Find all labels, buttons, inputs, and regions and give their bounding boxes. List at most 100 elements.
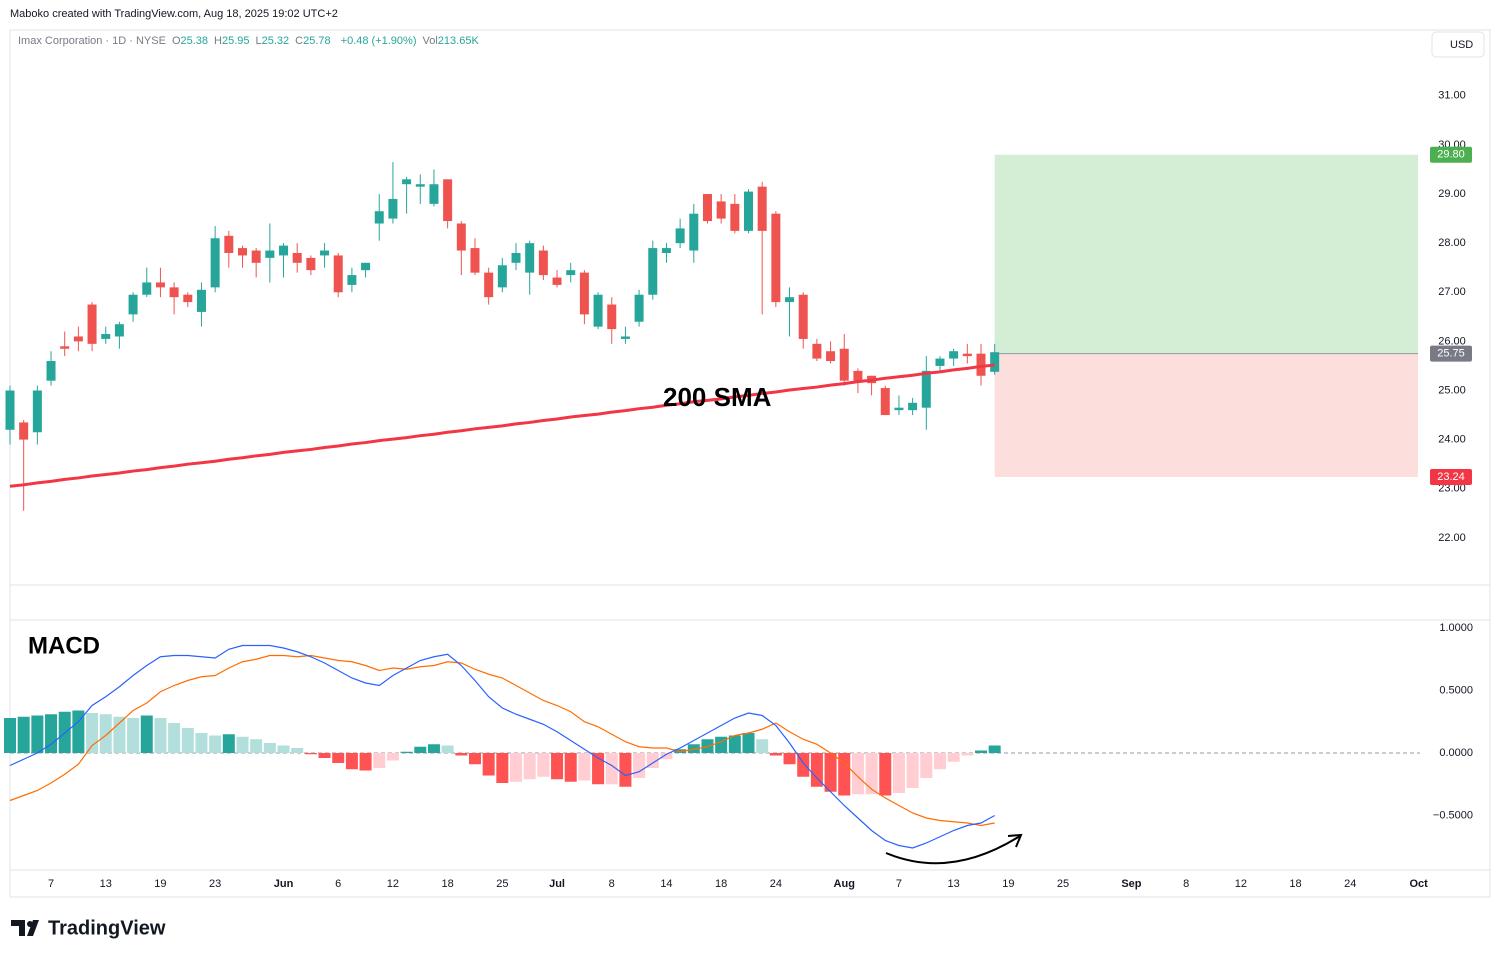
- histogram-bar: [181, 728, 194, 753]
- histogram-bar: [619, 753, 632, 787]
- histogram-bar: [236, 736, 249, 753]
- symbol-legend: Imax Corporation · 1D · NYSE O25.38 H25.95…: [18, 35, 479, 47]
- histogram-bar: [373, 753, 386, 768]
- histogram-bar: [99, 714, 112, 753]
- histogram-bar: [140, 715, 153, 753]
- candle-body: [853, 370, 863, 381]
- histogram-bar: [4, 718, 16, 753]
- candle-body: [347, 275, 357, 285]
- histogram-bar: [674, 749, 687, 753]
- y-tick-label: 23.00: [1438, 483, 1466, 495]
- candle-body: [101, 334, 111, 339]
- candle-body: [593, 294, 603, 327]
- y-tick-label: 24.00: [1438, 434, 1466, 446]
- x-tick-label: Sep: [1121, 878, 1141, 890]
- ohlc-value: 25.32: [261, 35, 290, 47]
- candle-body: [880, 388, 890, 416]
- histogram-bar: [851, 753, 864, 795]
- histogram-bar: [578, 753, 591, 781]
- y-tick-label: 27.00: [1438, 286, 1466, 298]
- y-tick-label: 1.0000: [1439, 622, 1473, 634]
- candle-body: [292, 252, 302, 263]
- x-tick-label: 8: [609, 878, 615, 890]
- candle-body: [579, 272, 589, 315]
- credit: Maboko created with TradingView.com, Aug…: [10, 8, 338, 20]
- x-tick-label: 24: [1344, 878, 1356, 890]
- candle-body: [265, 250, 275, 258]
- logo-icon: [27, 921, 33, 927]
- candle-body: [5, 390, 15, 430]
- currency-label: USD: [1450, 39, 1473, 51]
- macd-line: [9, 644, 995, 849]
- candle-body: [839, 348, 849, 381]
- x-tick-label: 12: [387, 878, 399, 890]
- ohlc-value: 25.38: [180, 35, 209, 47]
- candle-body: [962, 353, 972, 357]
- annotation-arrowhead: [1007, 833, 1023, 848]
- x-tick-label: 7: [48, 878, 54, 890]
- chart-frame: [9, 29, 1491, 898]
- candle-body: [361, 262, 371, 271]
- histogram-bar: [386, 753, 399, 761]
- candle-body: [730, 203, 740, 231]
- histogram-bar: [537, 753, 550, 777]
- macd-title: MACD: [28, 632, 100, 659]
- volume-value: 213.65K: [437, 35, 479, 47]
- histogram-bar: [824, 753, 837, 792]
- histogram-bar: [427, 744, 440, 753]
- histogram-bar: [605, 753, 618, 785]
- histogram-bar: [441, 745, 454, 753]
- x-tick-label: 7: [896, 878, 902, 890]
- histogram-bar: [660, 753, 673, 760]
- histogram-bar: [168, 723, 181, 753]
- histogram-bar: [468, 753, 481, 765]
- histogram-bar: [263, 743, 276, 753]
- candle-body: [19, 422, 29, 440]
- annotation-arrow: [885, 835, 1021, 865]
- candle-body: [32, 390, 42, 433]
- target-tag-label: 29.80: [1437, 149, 1465, 161]
- histogram-bar: [359, 753, 372, 771]
- candle-body: [990, 352, 1000, 372]
- brand-logo: TradingView: [11, 917, 166, 939]
- candle-body: [73, 336, 83, 342]
- candle-body: [620, 336, 630, 339]
- candle-body: [320, 250, 330, 256]
- entry-tag: [1430, 345, 1472, 362]
- histogram-bar: [783, 753, 796, 765]
- x-tick-label: 25: [1057, 878, 1069, 890]
- candle-body: [894, 407, 904, 411]
- histogram-bar: [455, 753, 468, 756]
- y-tick-label: 31.00: [1438, 90, 1466, 102]
- x-tick-label: Jul: [549, 878, 565, 890]
- candle-body: [716, 201, 726, 219]
- histogram-bar: [304, 753, 317, 755]
- histogram-bar: [933, 753, 946, 770]
- histogram-bar: [988, 745, 1001, 753]
- histogram-bar: [906, 753, 919, 788]
- candle-body: [114, 324, 124, 337]
- candle-body: [470, 248, 480, 273]
- histogram-bar: [551, 753, 564, 780]
- histogram-bar: [496, 753, 509, 783]
- candle-body: [484, 272, 494, 298]
- x-tick-label: 18: [442, 878, 454, 890]
- candle-body: [306, 257, 316, 271]
- histogram-bar: [947, 753, 960, 762]
- x-tick-label: 23: [209, 878, 221, 890]
- candle-body: [196, 289, 206, 312]
- x-tick-label: 24: [770, 878, 782, 890]
- candle-body: [908, 402, 918, 411]
- candle-body: [648, 248, 658, 295]
- candle-body: [538, 250, 548, 276]
- candle-body: [155, 282, 165, 288]
- ohlc-value: 25.78: [303, 35, 331, 47]
- y-tick-label: 22.00: [1438, 532, 1466, 544]
- candles: [5, 162, 1000, 511]
- candle-body: [128, 294, 138, 315]
- stop-tag: [1430, 468, 1472, 485]
- currency-button[interactable]: [1431, 31, 1485, 58]
- histogram-bar: [195, 733, 208, 753]
